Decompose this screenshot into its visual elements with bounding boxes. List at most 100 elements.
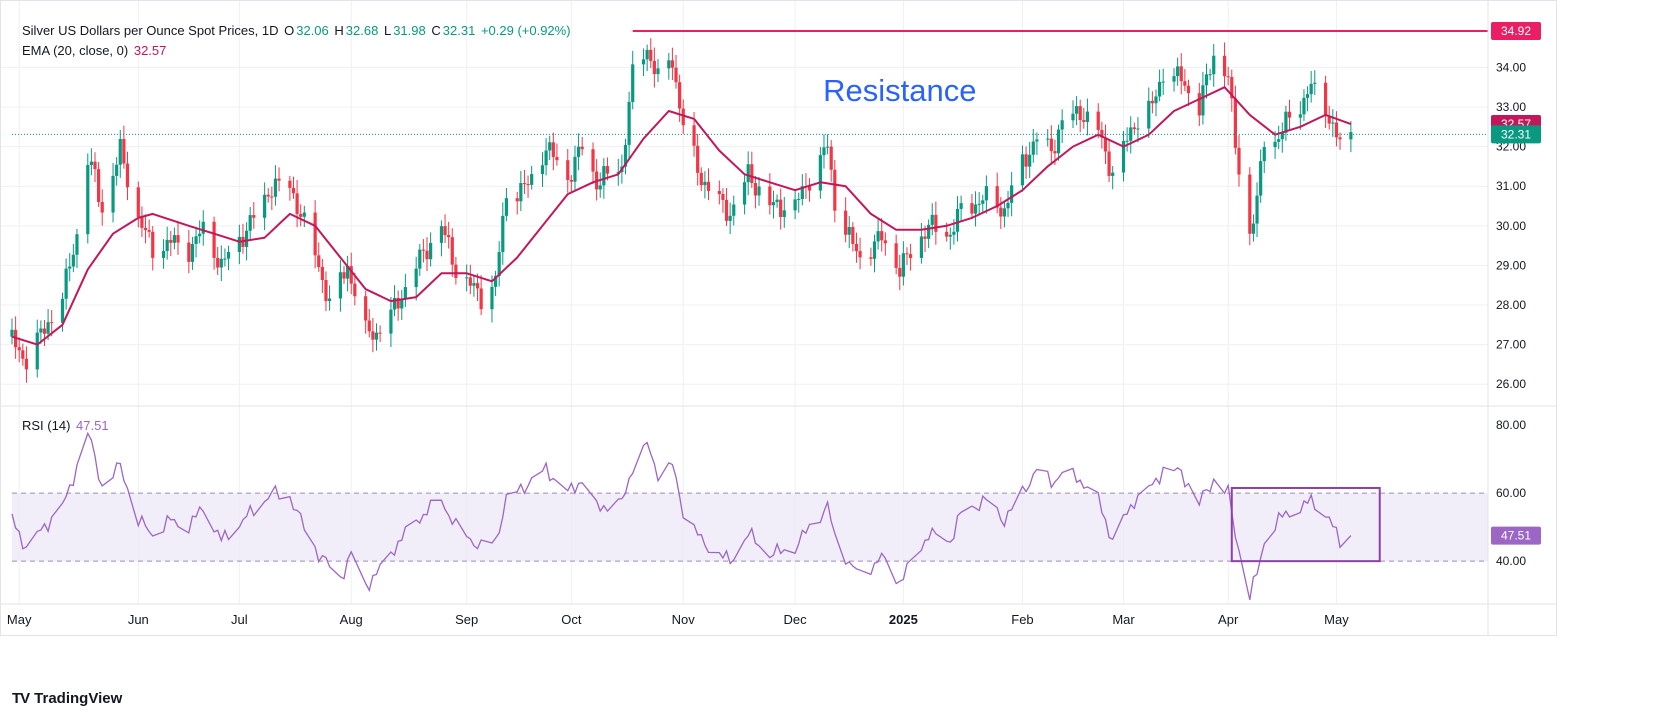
- candle-body: [187, 242, 191, 262]
- candle-body: [342, 272, 346, 279]
- candle-body: [115, 164, 119, 176]
- candle-body: [273, 178, 278, 197]
- candle-body: [176, 235, 180, 243]
- candle-body: [378, 332, 382, 334]
- candle-body: [1248, 174, 1252, 234]
- candle-body: [490, 286, 494, 310]
- candle-body: [1024, 154, 1028, 167]
- candle-body: [169, 239, 173, 243]
- candle-body: [475, 283, 480, 289]
- candle-body: [844, 210, 848, 235]
- candle-body: [905, 253, 909, 255]
- high-value: 32.68: [345, 23, 379, 38]
- price-tick-label: 28.00: [1496, 298, 1526, 312]
- candle-body: [656, 68, 660, 75]
- candle-body: [353, 283, 357, 297]
- rsi-last-label-box: [1491, 526, 1541, 545]
- candle-body: [479, 288, 483, 310]
- candle-body: [421, 249, 426, 251]
- rsi-tick-label: 80.00: [1496, 418, 1526, 432]
- candle-body: [266, 194, 270, 197]
- high-label: H: [334, 23, 344, 38]
- rsi-tick-label: 40.00: [1496, 554, 1526, 568]
- candle-body: [1020, 154, 1025, 186]
- time-tick-label: 2025: [889, 612, 918, 627]
- candle-body: [86, 165, 90, 235]
- candle-body: [818, 155, 822, 191]
- candle-body: [1150, 100, 1154, 104]
- candle-body: [569, 179, 573, 182]
- candle-body: [244, 230, 249, 247]
- candle-body: [522, 183, 527, 185]
- candle-body: [724, 199, 729, 221]
- time-tick-label: Feb: [1011, 612, 1033, 627]
- candle-body: [800, 186, 804, 200]
- candle-body: [919, 236, 924, 258]
- ema-label: EMA (20, close, 0): [22, 43, 129, 58]
- candle-body: [1334, 122, 1339, 138]
- candle-body: [641, 59, 646, 65]
- candle-body: [1179, 66, 1183, 82]
- candle-body: [1208, 74, 1212, 76]
- candle-body: [118, 138, 122, 165]
- candle-body: [732, 204, 736, 216]
- candle-body: [46, 322, 50, 334]
- candle-body: [728, 215, 732, 221]
- candle-body: [140, 216, 144, 228]
- candle-body: [948, 234, 952, 237]
- time-tick-label: Jul: [231, 612, 248, 627]
- candle-body: [1157, 81, 1162, 97]
- candle-body: [190, 244, 195, 262]
- rsi-band: [12, 492, 1488, 562]
- candle-body: [223, 258, 227, 260]
- candle-body: [753, 183, 758, 196]
- candle-body: [1349, 132, 1353, 140]
- candle-body: [10, 329, 14, 337]
- candle-body: [1035, 139, 1039, 142]
- candle-body: [374, 332, 379, 340]
- candle-body: [981, 200, 985, 204]
- rsi-line: [11, 431, 1381, 601]
- candle-body: [143, 227, 148, 230]
- candle-body: [172, 235, 176, 243]
- candle-body: [959, 203, 963, 209]
- close-value: 32.31: [442, 23, 476, 38]
- candle-body: [551, 142, 555, 157]
- candle-body: [645, 49, 649, 60]
- ema-legend[interactable]: EMA (20, close, 0) 32.57: [22, 43, 168, 58]
- candle-body: [60, 298, 65, 323]
- candle-body: [670, 60, 675, 68]
- rsi-14-line: [11, 431, 1352, 601]
- candle-body: [880, 231, 884, 241]
- candle-body: [194, 236, 198, 245]
- candle-body: [1111, 172, 1115, 176]
- candle-body: [768, 186, 772, 206]
- candle-body: [822, 147, 826, 156]
- tradingview-brand[interactable]: TV TradingView: [12, 690, 122, 707]
- candle-body: [782, 210, 786, 217]
- candle-body: [136, 187, 140, 217]
- candle-body: [1010, 185, 1014, 203]
- candle-body: [1305, 94, 1310, 98]
- candle-body: [771, 202, 776, 206]
- candle-body: [970, 203, 974, 214]
- candle-body: [497, 252, 501, 277]
- candle-body: [1125, 140, 1129, 142]
- candle-body: [1071, 113, 1075, 121]
- low-label: L: [383, 23, 392, 38]
- candle-body: [198, 233, 202, 237]
- candle-body: [248, 215, 252, 231]
- candle-body: [100, 201, 104, 213]
- candle-body: [652, 60, 656, 75]
- candle-body: [703, 181, 707, 186]
- candle-body: [21, 350, 25, 359]
- tradingview-logo-icon: TV: [12, 690, 30, 707]
- resistance-annotation: Resistance: [823, 73, 976, 108]
- time-tick-label: Apr: [1218, 612, 1239, 627]
- time-tick-label: Sep: [455, 612, 478, 627]
- rsi-legend[interactable]: RSI (14) 47.51: [22, 418, 111, 433]
- candle-body: [252, 215, 256, 218]
- time-tick-label: Mar: [1112, 612, 1135, 627]
